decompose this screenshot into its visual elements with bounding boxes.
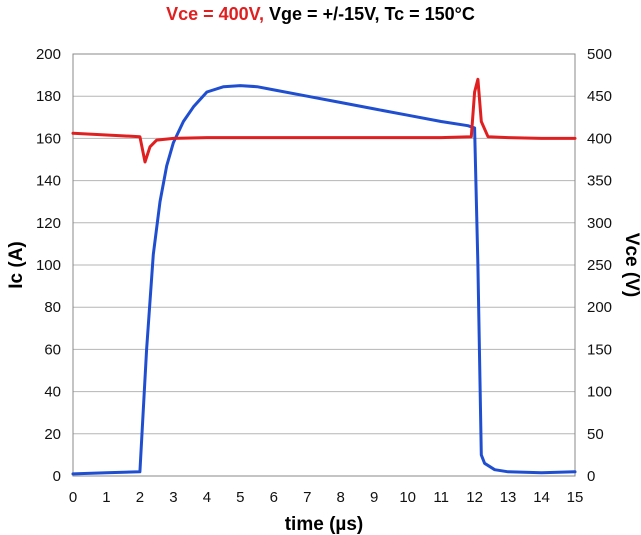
x-tick-label: 7	[303, 489, 311, 506]
chart-title: Vce = 400V, Vge = +/-15V, Tc = 150°C	[0, 4, 641, 25]
vce-series-line	[71, 77, 577, 164]
y-tick-label: 60	[44, 341, 61, 358]
title-test-condition-vce: Vce = 400V,	[166, 4, 265, 24]
y-axis-label: Ic (A)	[6, 241, 27, 289]
x-tick-label: 9	[370, 489, 378, 506]
x-tick-label: 2	[136, 489, 144, 506]
y-tick-label: 100	[36, 257, 61, 274]
x-tick-label: 13	[500, 489, 517, 506]
y2-tick-label: 300	[587, 215, 612, 232]
left-axis-ticks: 0 20 40 60 80 100 120 140 160 180 200	[36, 46, 61, 485]
y2-tick-label: 50	[587, 426, 604, 443]
y-tick-label: 0	[53, 468, 61, 485]
y2-tick-label: 150	[587, 341, 612, 358]
y-tick-label: 80	[44, 299, 61, 316]
x-tick-label: 4	[203, 489, 211, 506]
x-tick-label: 0	[69, 489, 77, 506]
x-axis-ticks: 0 1 2 3 4 5 6 7 8 9 10 11 12 13 14 15	[69, 489, 584, 506]
x-tick-label: 11	[433, 489, 449, 506]
y-tick-label: 120	[36, 215, 61, 232]
y2-tick-label: 400	[587, 130, 612, 147]
right-axis-ticks: 0 50 100 150 200 250 300 350 400 450 500	[587, 46, 612, 485]
grid-lines	[73, 53, 575, 477]
x-tick-label: 5	[236, 489, 244, 506]
x-tick-label: 10	[399, 489, 416, 506]
x-axis-label: time (µs)	[285, 514, 364, 535]
plot-area	[72, 53, 576, 477]
y-tick-label: 140	[36, 173, 61, 190]
y-tick-label: 20	[44, 426, 61, 443]
y-tick-label: 180	[36, 88, 61, 105]
x-tick-label: 15	[567, 489, 584, 506]
y-tick-label: 160	[36, 130, 61, 147]
y2-axis-label: Vce (V)	[621, 233, 641, 297]
y2-tick-label: 100	[587, 384, 612, 401]
series-layer	[71, 77, 577, 476]
x-tick-label: 8	[337, 489, 345, 506]
ic-series-line	[71, 84, 577, 476]
y2-tick-label: 350	[587, 173, 612, 190]
y2-tick-label: 250	[587, 257, 612, 274]
x-tick-label: 1	[102, 489, 110, 506]
x-tick-label: 12	[466, 489, 483, 506]
y2-tick-label: 200	[587, 299, 612, 316]
x-tick-label: 3	[169, 489, 177, 506]
x-tick-label: 14	[533, 489, 550, 506]
y2-tick-label: 500	[587, 46, 612, 63]
x-tick-label: 6	[270, 489, 278, 506]
y2-tick-label: 0	[587, 468, 595, 485]
y-tick-label: 200	[36, 46, 61, 63]
y-tick-label: 40	[44, 384, 61, 401]
title-test-conditions: Vge = +/-15V, Tc = 150°C	[264, 4, 475, 24]
y2-tick-label: 450	[587, 88, 612, 105]
